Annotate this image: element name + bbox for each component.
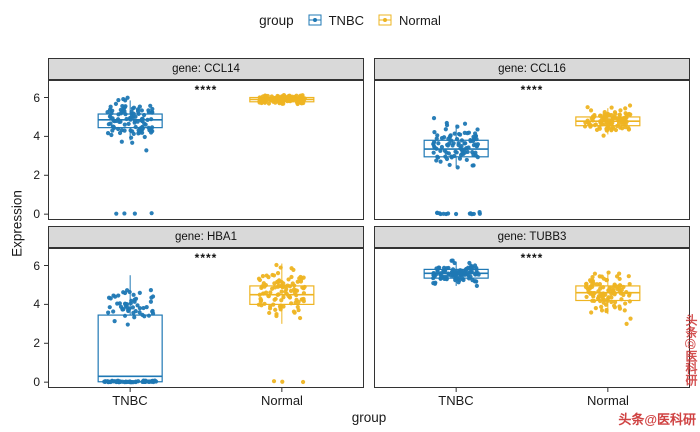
- x-tick-label-normal: Normal: [587, 393, 629, 408]
- panel-border: [48, 80, 364, 220]
- y-tick-label: 2: [33, 336, 40, 351]
- panel-border: [374, 248, 690, 388]
- significance-stars-ccl14: ****: [194, 83, 218, 97]
- boxplot-HBA1-TNBC: [97, 275, 163, 383]
- watermark: 头条@医科研: [618, 412, 696, 427]
- significance-stars-hba1: ****: [194, 251, 218, 265]
- strip-text: gene: CCL14: [172, 63, 240, 75]
- y-tick-label: 4: [33, 297, 40, 312]
- facet-strip-bg: [374, 58, 690, 80]
- facet-strip-ccl14: gene: CCL14: [48, 58, 364, 80]
- legend-item-label: TNBC: [328, 12, 364, 28]
- facet-strip-bg: [48, 226, 364, 248]
- y-axis-label: Expression: [9, 190, 25, 257]
- facet-strip-ccl16: gene: CCL16: [374, 58, 690, 80]
- strip-text: gene: HBA1: [174, 231, 237, 243]
- jitter-points-TUBB3-TNBC: [431, 258, 481, 288]
- jitter-points-CCL14-Normal: [257, 93, 307, 107]
- y-tick-label: 6: [33, 258, 40, 273]
- boxplot-key-icon-tnbc: [308, 14, 322, 26]
- facet-strip-hba1: gene: HBA1: [48, 226, 364, 248]
- legend-title: group: [259, 12, 294, 28]
- significance-stars-tubb3: ****: [520, 251, 544, 265]
- x-axis-label: group: [351, 410, 387, 425]
- panel-border: [48, 248, 364, 388]
- y-tick-label: 0: [33, 375, 40, 390]
- significance-stars-ccl16: ****: [520, 83, 544, 97]
- panel-border: [374, 80, 690, 220]
- legend-item-normal: Normal: [376, 11, 441, 29]
- jitter-points-CCL16-TNBC: [431, 116, 482, 217]
- legend-item-tnbc: TNBC: [306, 11, 364, 29]
- legend: group TNBC Normal: [0, 8, 700, 32]
- strip-text: gene: CCL16: [498, 63, 566, 75]
- facet-strip-tubb3: gene: TUBB3: [374, 226, 690, 248]
- y-tick-label: 2: [33, 168, 40, 183]
- y-tick-label: 6: [33, 90, 40, 105]
- jitter-points-CCL16-Normal: [582, 103, 633, 138]
- x-tick-label-tnbc: TNBC: [112, 393, 148, 408]
- jitter-points-HBA1-Normal: [256, 262, 307, 385]
- y-tick-label: 4: [33, 129, 40, 144]
- boxplot-key-icon-normal: [378, 14, 392, 26]
- jitter-points-HBA1-TNBC: [102, 288, 159, 385]
- y-tick-label: 0: [33, 207, 40, 222]
- jitter-points-CCL14-TNBC: [105, 95, 155, 216]
- legend-item-label: Normal: [399, 12, 441, 28]
- watermark-vertical: 头条@医科研: [684, 314, 698, 386]
- strip-text: gene: TUBB3: [497, 231, 567, 243]
- x-tick-label-tnbc: TNBC: [438, 393, 474, 408]
- jitter-points-TUBB3-Normal: [583, 270, 633, 326]
- facet-strip-bg: [48, 58, 364, 80]
- x-tick-label-normal: Normal: [261, 393, 303, 408]
- facet-strip-bg: [374, 226, 690, 248]
